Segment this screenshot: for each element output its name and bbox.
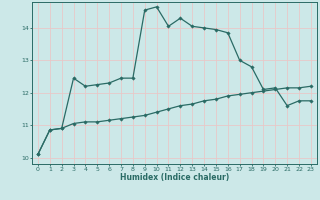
X-axis label: Humidex (Indice chaleur): Humidex (Indice chaleur) [120, 173, 229, 182]
